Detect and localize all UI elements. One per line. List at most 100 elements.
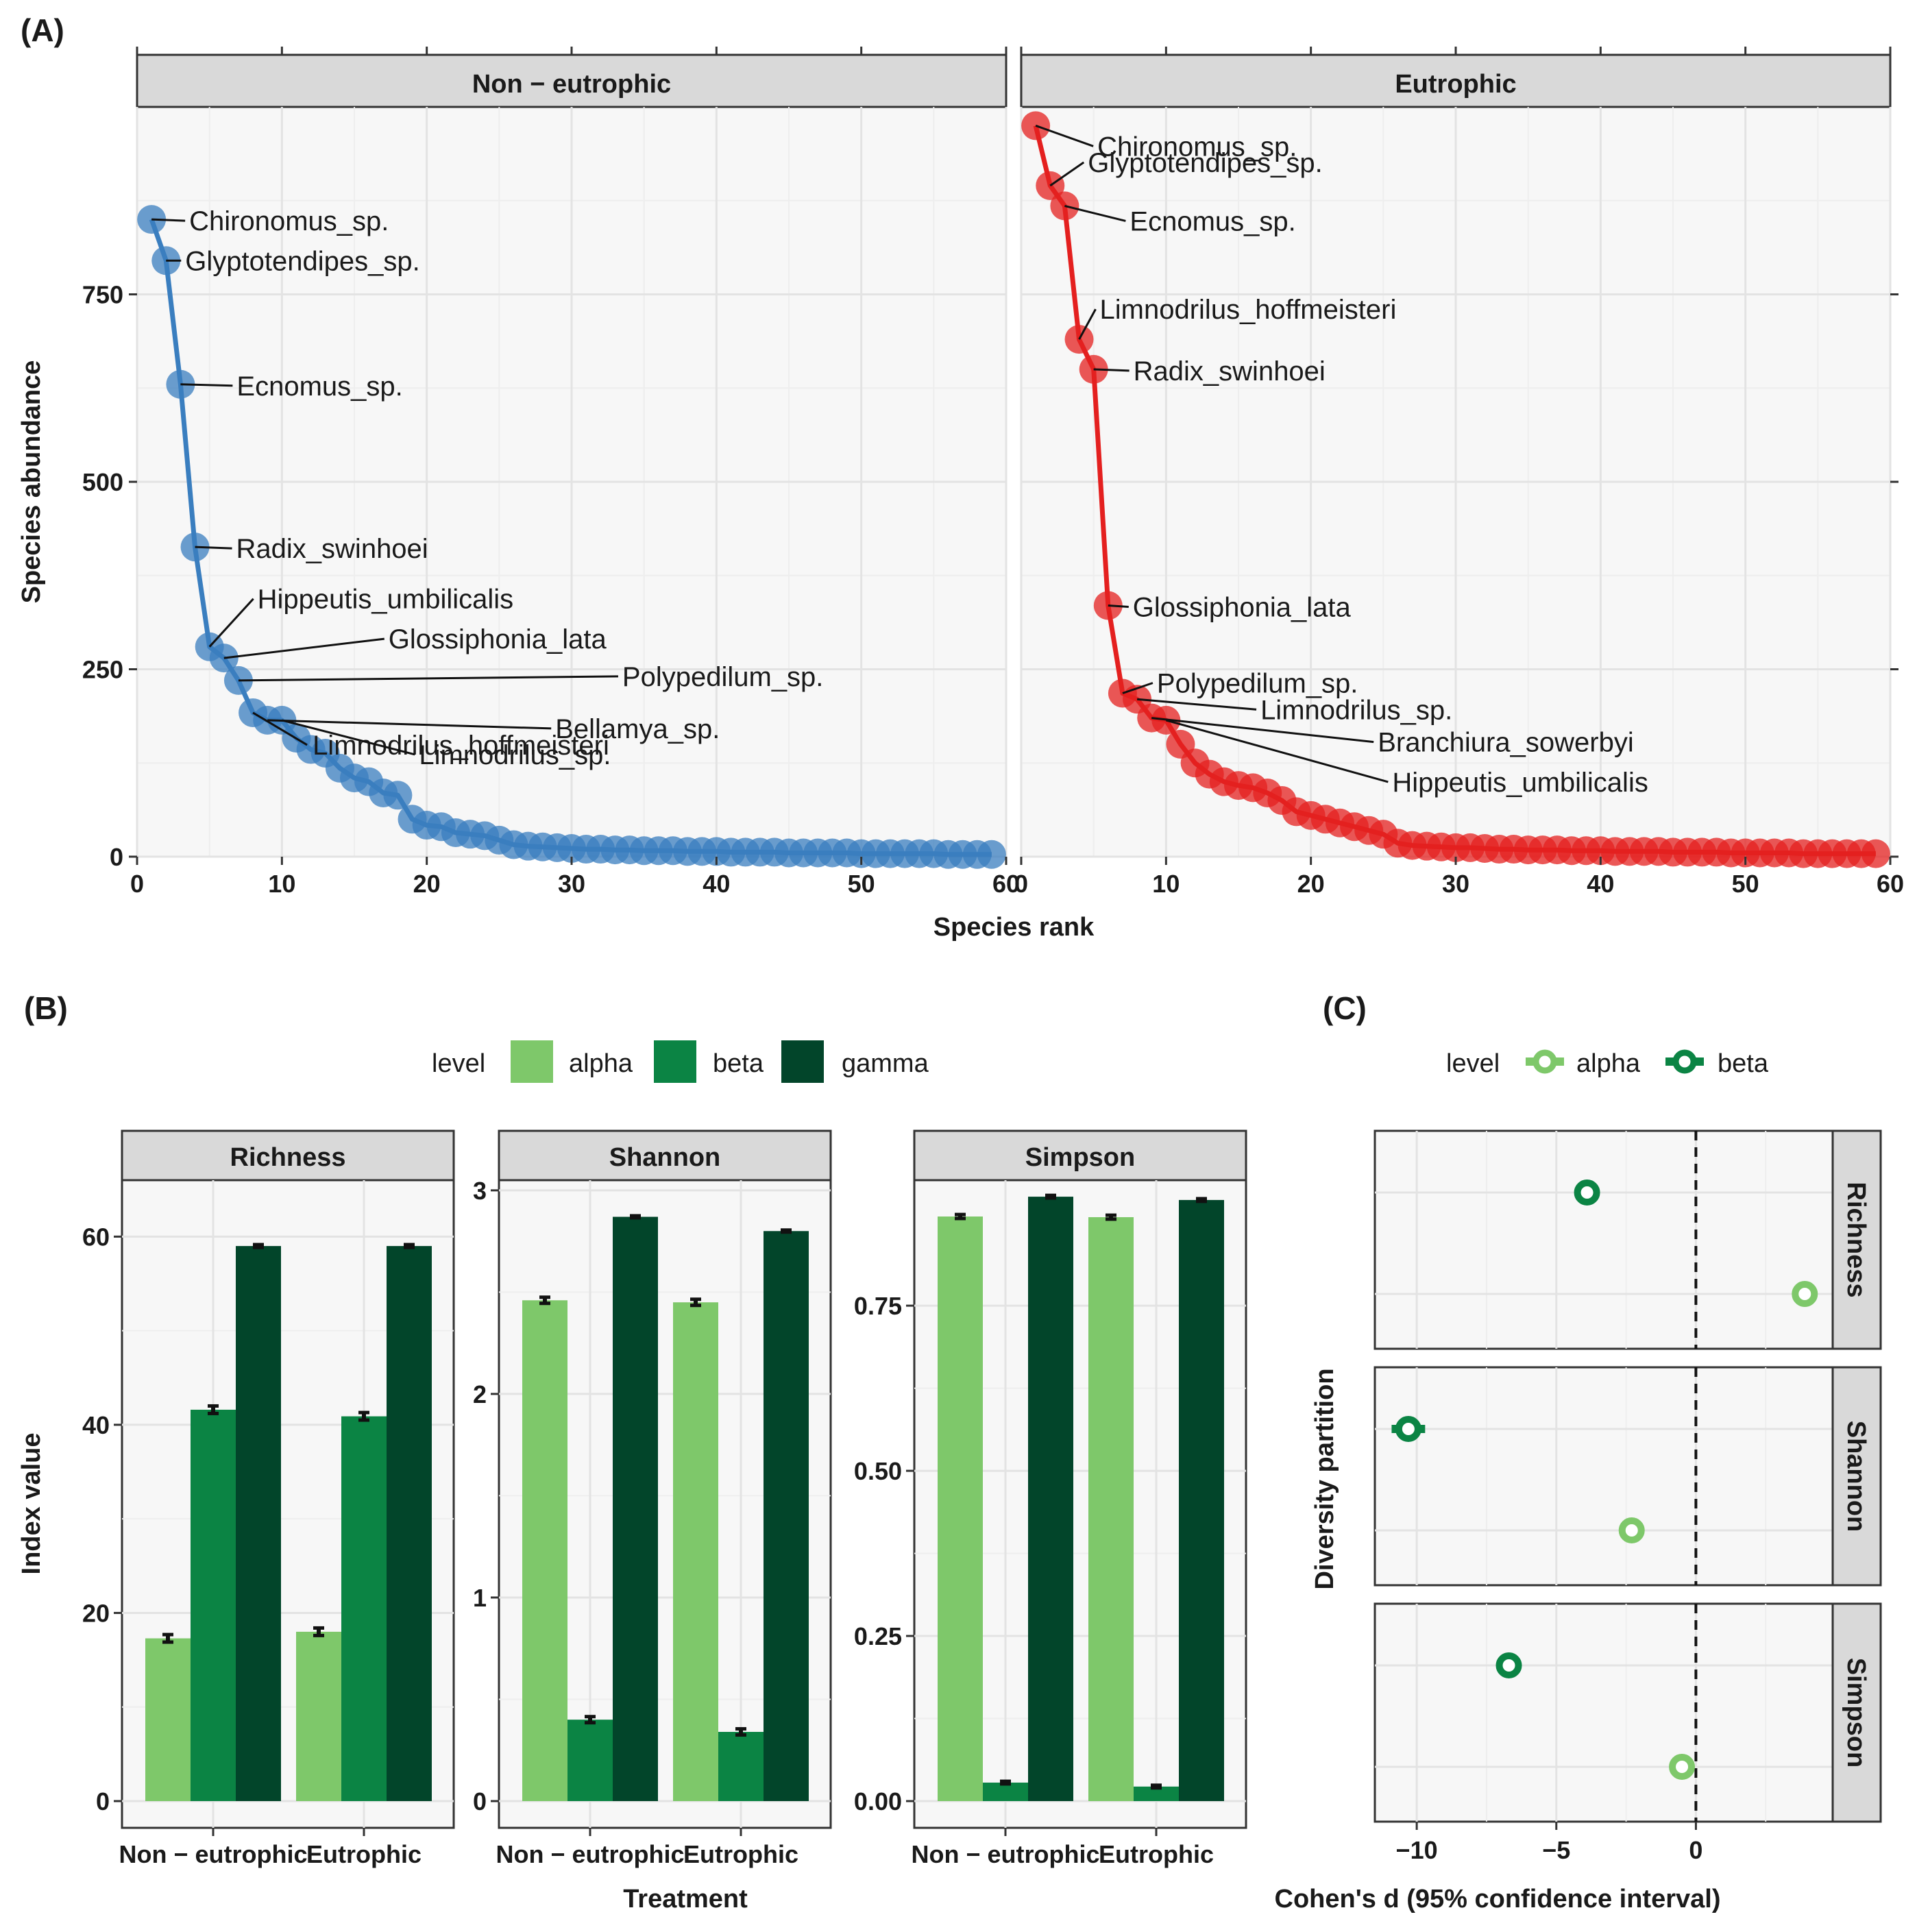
y-tick-label: 40 (82, 1411, 110, 1439)
species-labels: Chironomus_sp.Glyptotendipes_sp. Ecnomus_… (1035, 124, 1648, 798)
label-leader (238, 675, 618, 682)
y-tick-label: 0 (110, 843, 123, 871)
y-tick-label: 60 (82, 1223, 110, 1251)
species-label: Glossiphonia_lata (389, 624, 607, 655)
species-label: Limnodrilus_sp. (419, 740, 611, 770)
panel-a-facet-eutrophic: Eutrophic Chironomus_sp.Glyptotendipes_s… (1020, 53, 1892, 868)
y-tick-label: 500 (82, 468, 123, 496)
strip-richness (121, 1129, 455, 1182)
strip-label-shannon: Shannon (609, 1143, 721, 1172)
x-tick-label: 20 (413, 870, 441, 898)
strip-non-eutrophic (136, 53, 1008, 108)
strip-label-richness: Richness (230, 1143, 346, 1172)
label-leader (208, 598, 254, 648)
y-tick-label: 250 (82, 656, 123, 684)
y-tick-label: 20 (82, 1599, 110, 1627)
y-tick-label: 0.75 (854, 1292, 902, 1320)
point-beta (1574, 1179, 1600, 1206)
bar-alpha (1088, 1216, 1134, 1801)
strip (1831, 1366, 1882, 1587)
bar-beta (983, 1783, 1028, 1801)
panel-a-letter: (A) (21, 12, 64, 48)
bar-gamma (1179, 1199, 1224, 1801)
x-tick-label: 10 (268, 870, 295, 898)
label-leader (1165, 719, 1389, 783)
bar-gamma (1028, 1197, 1073, 1801)
panel-c-y-title: Diversity partition (1310, 1368, 1339, 1589)
x-tick-label: 30 (1442, 870, 1469, 898)
bar-alpha (296, 1631, 341, 1801)
x-tick-label: Eutrophic (306, 1840, 422, 1868)
panel-c-legend: level alpha beta (1446, 1049, 1769, 1078)
species-label: Bellamya_sp. (555, 714, 720, 744)
panel-b: (B) level alpha beta gamma Richness 0204… (17, 990, 1247, 1913)
label-leader (1136, 698, 1257, 711)
strip-shannon (498, 1129, 832, 1182)
label-leader (267, 719, 552, 730)
x-tick-label: 20 (1297, 870, 1325, 898)
strip-label: Richness (1842, 1182, 1870, 1298)
panel-c: (C) level alpha beta Richness Shannon Simp… (1275, 990, 1882, 1913)
label-leader (1108, 604, 1129, 609)
strip (1831, 1129, 1882, 1350)
strip-simpson (913, 1129, 1247, 1182)
legend-label-beta: beta (713, 1049, 764, 1078)
species-label: Limnodrilus_sp. (1260, 695, 1452, 725)
point-alpha (1669, 1754, 1696, 1780)
y-tick-label: 0 (473, 1787, 487, 1815)
data-layer (137, 205, 1006, 869)
gridlines (136, 107, 1008, 858)
panel-b-x-title: Treatment (623, 1885, 748, 1913)
species-label: Hippeutis_umbilicalis (1392, 768, 1648, 798)
x-tick-label: 50 (848, 870, 875, 898)
strip-label-eutrophic: Eutrophic (1395, 70, 1516, 99)
label-leader (1064, 204, 1126, 222)
legend-key-alpha (1526, 1049, 1564, 1074)
label-leader (1122, 682, 1153, 694)
label-leader (1078, 308, 1097, 340)
y-tick-label: 0 (96, 1787, 110, 1815)
legend-label-gamma: gamma (842, 1049, 929, 1078)
bar-gamma (236, 1246, 281, 1801)
bar-gamma (387, 1246, 432, 1801)
bar-alpha (145, 1638, 191, 1801)
species-label: Radix_swinhoei (236, 534, 428, 564)
data-layer (145, 1243, 432, 1801)
bar-alpha (673, 1302, 718, 1801)
species-label: Polypedilum_sp. (622, 662, 824, 692)
panel-b-legend: level alpha beta gamma (432, 1040, 929, 1083)
panel-a: (A) Non − eutrophic Chironomus_sp.Glypto… (17, 12, 1904, 942)
panel-c-facets: Richness Shannon Simpson (1373, 1129, 1882, 1823)
x-tick-label: 0 (1014, 870, 1028, 898)
y-tick-label: 750 (82, 281, 123, 309)
x-tick-label: 40 (703, 870, 730, 898)
species-label: Limnodrilus_hoffmeisteri (1100, 295, 1397, 325)
panel-a-facet-non-eutrophic: Non − eutrophic Chironomus_sp. Glyptotend… (136, 53, 1008, 869)
species-label: Chironomus_sp. (1097, 132, 1297, 162)
panel-c-facet-shannon: Shannon (1373, 1366, 1882, 1587)
species-label: Hippeutis_umbilicalis (258, 585, 513, 615)
point-alpha (1792, 1281, 1818, 1307)
x-tick-label: Eutrophic (1099, 1840, 1214, 1868)
legend-key-beta (1665, 1049, 1704, 1074)
label-leader (195, 546, 232, 550)
label-leader (1151, 717, 1374, 744)
bar-beta (1134, 1786, 1179, 1801)
data-layer (522, 1214, 809, 1801)
x-tick-label: −10 (1396, 1836, 1438, 1864)
species-label: Ecnomus_sp. (1130, 206, 1295, 236)
legend-key-alpha (511, 1040, 553, 1083)
x-tick-label: Non − eutrophic (496, 1840, 684, 1868)
y-tick-label: 0.25 (854, 1622, 902, 1650)
species-label: Chironomus_sp. (189, 206, 389, 236)
label-leader (1093, 368, 1130, 372)
species-label: Glyptotendipes_sp. (1088, 148, 1322, 178)
legend-title: level (432, 1049, 485, 1078)
gridlines (1020, 107, 1892, 858)
bar-gamma (613, 1216, 658, 1801)
